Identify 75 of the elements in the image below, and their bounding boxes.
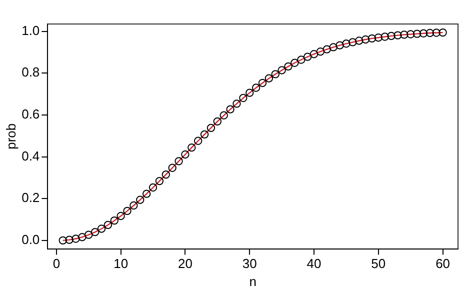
point: [181, 150, 190, 159]
point: [90, 228, 100, 236]
point: [226, 105, 234, 114]
point: [148, 183, 158, 192]
point: [284, 62, 292, 71]
point: [58, 236, 67, 245]
x-axis-title: n: [249, 274, 256, 289]
point: [329, 43, 338, 52]
point: [174, 157, 183, 166]
point: [387, 32, 396, 40]
x-tick-label: 60: [436, 256, 450, 272]
y-tick-label: 0.4: [22, 148, 40, 164]
point: [97, 224, 106, 233]
point: [200, 130, 209, 139]
point: [426, 28, 434, 38]
point: [342, 40, 350, 48]
point: [290, 58, 299, 67]
point: [188, 143, 196, 152]
y-tick-label: 0.6: [22, 106, 40, 122]
point: [258, 78, 267, 88]
point: [232, 100, 241, 108]
point: [278, 66, 286, 74]
point: [168, 164, 176, 172]
point: [123, 206, 132, 216]
y-tick-label: 0.0: [22, 232, 40, 248]
point: [419, 29, 428, 38]
x-tick-label: 20: [178, 256, 192, 272]
x-tick-label: 0: [52, 256, 60, 272]
point: [110, 216, 118, 225]
point: [297, 56, 306, 64]
point: [438, 28, 447, 37]
point: [130, 201, 138, 210]
y-tick-label: 1.0: [22, 22, 40, 38]
point: [348, 38, 357, 46]
point: [220, 111, 228, 120]
y-axis-title: prob: [3, 123, 18, 150]
point: [84, 230, 93, 239]
y-tick-label: 0.2: [22, 190, 40, 206]
point: [162, 170, 170, 179]
point: [264, 74, 274, 82]
point: [155, 176, 164, 186]
point: [310, 50, 318, 58]
point: [213, 117, 222, 126]
x-tick-label: 10: [114, 256, 128, 272]
point: [246, 88, 254, 97]
point: [72, 234, 80, 243]
point: [104, 220, 112, 230]
point: [252, 84, 260, 92]
point: [336, 41, 344, 50]
x-tick-label: 40: [306, 256, 322, 272]
point: [394, 31, 402, 40]
point: [303, 52, 312, 61]
point: [194, 136, 202, 145]
point: [136, 196, 144, 204]
point: [354, 36, 364, 45]
y-tick-label: 0.8: [22, 64, 40, 80]
point: [412, 30, 422, 38]
point: [78, 232, 86, 242]
point: [116, 212, 125, 220]
point: [65, 236, 74, 244]
point: [322, 45, 331, 54]
x-tick-label: 50: [371, 256, 386, 272]
point: [361, 35, 370, 44]
point: [374, 33, 383, 42]
point: [271, 70, 280, 78]
x-tick-label: 30: [242, 256, 257, 272]
point: [380, 32, 389, 41]
point: [239, 94, 248, 102]
point: [406, 30, 415, 38]
point: [368, 34, 376, 43]
point: [400, 30, 408, 39]
point: [316, 48, 325, 56]
point: [142, 190, 151, 198]
point: [432, 28, 440, 37]
point: [206, 124, 216, 132]
